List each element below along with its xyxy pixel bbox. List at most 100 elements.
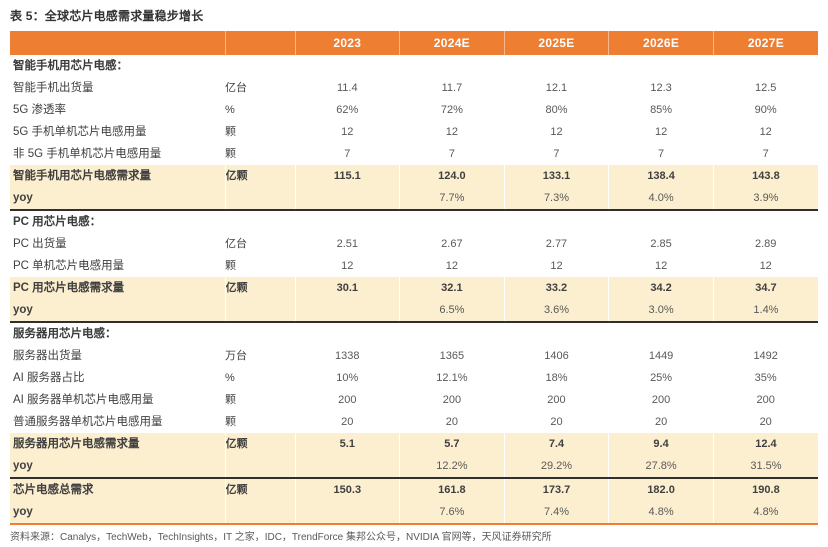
row-label: AI 服务器单机芯片电感用量 — [13, 394, 154, 406]
row-value: 7 — [553, 148, 560, 160]
row-unit — [224, 501, 295, 525]
row-value: 12 — [759, 260, 772, 272]
row-value: 7.4% — [503, 501, 609, 525]
row-unit: 颗 — [225, 260, 236, 272]
table-row: 服务器出货量 万台 1338 1365 1406 1449 1492 — [10, 345, 818, 367]
row-value: 62% — [336, 104, 359, 116]
table-row: yoy 6.5% 3.6% 3.0% 1.4% — [10, 299, 818, 323]
table-row: yoy 7.7% 7.3% 4.0% 3.9% — [10, 187, 818, 211]
row-value — [294, 455, 400, 479]
row-unit: 亿颗 — [224, 478, 295, 501]
row-value: 4.0% — [608, 187, 714, 211]
row-value: 12 — [341, 260, 354, 272]
row-value: 3.9% — [712, 187, 818, 211]
row-value: 1.4% — [712, 299, 818, 323]
row-unit: % — [225, 372, 235, 384]
row-value: 7 — [762, 148, 769, 160]
row-value: 35% — [754, 372, 777, 384]
row-label: 5G 手机单机芯片电感用量 — [13, 126, 147, 138]
row-unit: 亿颗 — [224, 277, 295, 299]
table-row: 智能手机用芯片电感： — [10, 55, 818, 77]
header-cell-year: 2024E — [399, 31, 505, 55]
table-row: PC 单机芯片电感用量 颗 12 12 12 12 12 — [10, 255, 818, 277]
row-value: 1449 — [648, 350, 674, 362]
table-row: 服务器用芯片电感： — [10, 322, 818, 345]
row-value: 20 — [341, 416, 354, 428]
row-unit: 亿颗 — [224, 165, 295, 187]
row-value: 124.0 — [399, 165, 505, 187]
table-title: 表 5：全球芯片电感需求量稳步增长 — [10, 9, 204, 23]
row-value: 5.7 — [399, 433, 505, 455]
row-value: 25% — [650, 372, 673, 384]
row-value: 31.5% — [712, 455, 818, 479]
table-row: 5G 渗透率% 62% 72% 80% 85% 90% — [10, 99, 818, 121]
row-label: PC 出货量 — [13, 238, 67, 250]
demand-table: 2023 2024E 2025E 2026E 2027E 智能手机用芯片电感： 智能手机出… — [10, 31, 818, 525]
row-value: 12 — [759, 126, 772, 138]
row-value — [295, 210, 400, 233]
row-value — [713, 322, 818, 345]
row-unit: 万台 — [225, 350, 247, 362]
row-value: 200 — [442, 394, 462, 406]
row-unit — [225, 322, 295, 345]
table-row: AI 服务器占比% 10% 12.1% 18% 25% 35% — [10, 367, 818, 389]
row-value — [400, 210, 505, 233]
row-value: 12.2% — [399, 455, 505, 479]
row-unit: 亿台 — [225, 82, 247, 94]
row-label: 服务器出货量 — [13, 350, 82, 362]
row-unit: % — [225, 104, 235, 116]
row-value: 7 — [344, 148, 351, 160]
row-value: 2.89 — [754, 238, 777, 250]
row-value: 12 — [550, 126, 563, 138]
row-value — [504, 322, 609, 345]
row-value: 200 — [547, 394, 566, 406]
row-unit — [224, 299, 295, 323]
row-value: 200 — [338, 394, 357, 406]
row-label: 服务器用芯片电感： — [13, 328, 117, 340]
row-unit: 亿台 — [225, 238, 247, 250]
row-value: 5.1 — [294, 433, 400, 455]
row-value: 3.6% — [503, 299, 609, 323]
row-value: 7 — [448, 148, 455, 160]
row-value: 4.8% — [608, 501, 714, 525]
table-row: 服务器用芯片电感需求量 亿颗 5.1 5.7 7.4 9.4 12.4 — [10, 433, 818, 455]
row-unit: 颗 — [225, 416, 236, 428]
row-value: 20 — [550, 416, 563, 428]
row-value — [609, 210, 714, 233]
row-value: 12 — [550, 260, 563, 272]
row-value: 30.1 — [294, 277, 400, 299]
table-row: 智能手机用芯片电感需求量 亿颗 115.1 124.0 133.1 138.4 143.8 — [10, 165, 818, 187]
row-label: yoy — [10, 187, 225, 211]
row-value: 12 — [654, 126, 668, 138]
row-value: 10% — [336, 372, 359, 384]
row-value: 20 — [654, 416, 668, 428]
row-unit — [225, 210, 295, 233]
row-value — [294, 299, 400, 323]
row-label: yoy — [10, 299, 225, 323]
row-value: 2.85 — [650, 238, 672, 250]
row-value: 133.1 — [503, 165, 609, 187]
row-value: 161.8 — [399, 478, 505, 501]
row-value: 20 — [445, 416, 459, 428]
row-value — [609, 55, 714, 77]
source-note: 资料来源：Canalys，TechWeb，TechInsights，IT 之家，… — [10, 532, 552, 543]
row-label: AI 服务器占比 — [13, 372, 85, 384]
header-cell-year: 2026E — [608, 31, 714, 55]
row-label: yoy — [10, 455, 225, 479]
row-value: 7.3% — [503, 187, 609, 211]
table-row: AI 服务器单机芯片电感用量 颗 200 200 200 200 200 — [10, 389, 818, 411]
row-value: 1492 — [753, 350, 778, 362]
row-unit: 颗 — [225, 394, 236, 406]
table-row: 非 5G 手机单机芯片电感用量 颗 7 7 7 7 7 — [10, 143, 818, 165]
row-value: 27.8% — [608, 455, 714, 479]
header-cell-year: 2025E — [503, 31, 609, 55]
row-value: 115.1 — [294, 165, 400, 187]
row-value: 143.8 — [712, 165, 818, 187]
row-value: 150.3 — [294, 478, 400, 501]
row-value: 182.0 — [608, 478, 714, 501]
table-header-row: 2023 2024E 2025E 2026E 2027E — [10, 31, 818, 55]
row-value — [504, 55, 609, 77]
row-value: 2.77 — [545, 238, 568, 250]
row-value: 12 — [445, 260, 459, 272]
